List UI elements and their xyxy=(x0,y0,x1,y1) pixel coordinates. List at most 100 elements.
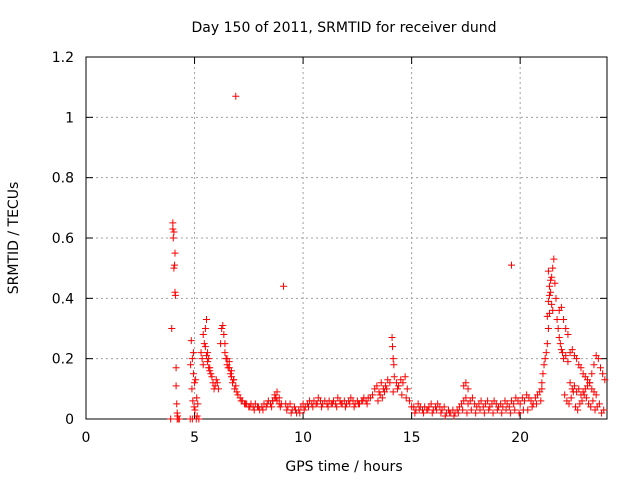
data-point xyxy=(420,409,428,417)
data-point xyxy=(441,412,449,420)
data-point xyxy=(208,373,216,381)
data-point xyxy=(516,400,524,408)
data-point xyxy=(450,412,458,420)
data-point xyxy=(560,315,568,323)
data-point xyxy=(548,300,556,308)
x-tick-label: 5 xyxy=(190,430,199,446)
data-point xyxy=(562,352,570,360)
data-point xyxy=(205,364,213,372)
data-point xyxy=(467,406,475,414)
data-point xyxy=(532,400,540,408)
data-point xyxy=(484,397,492,405)
data-point xyxy=(386,379,394,387)
x-tick-labels: 0 5 10 15 20 xyxy=(82,430,530,446)
data-point xyxy=(188,415,196,423)
data-point xyxy=(538,379,546,387)
data-point xyxy=(565,400,573,408)
data-point xyxy=(401,373,409,381)
data-point xyxy=(378,394,386,402)
data-point xyxy=(446,409,454,417)
data-point xyxy=(276,403,284,411)
data-point xyxy=(541,355,549,363)
data-point xyxy=(587,403,595,411)
data-point xyxy=(190,403,198,411)
data-point xyxy=(555,334,563,342)
data-point xyxy=(227,367,235,375)
data-point xyxy=(463,409,471,417)
data-point xyxy=(556,340,564,348)
data-point xyxy=(213,379,221,387)
data-point xyxy=(389,355,397,363)
data-point xyxy=(188,355,196,363)
data-point xyxy=(507,261,515,269)
data-point xyxy=(363,400,371,408)
data-point xyxy=(399,379,407,387)
data-point xyxy=(193,412,201,420)
data-point xyxy=(189,349,197,357)
data-point xyxy=(564,358,572,366)
data-point xyxy=(578,397,586,405)
data-point xyxy=(287,409,295,417)
data-point xyxy=(489,409,497,417)
data-point xyxy=(564,331,572,339)
data-point xyxy=(545,291,553,299)
data-point xyxy=(433,406,441,414)
y-tick-labels: 0 0.2 0.4 0.6 0.8 1 1.2 xyxy=(52,50,74,428)
data-point xyxy=(549,264,557,272)
data-point xyxy=(594,355,602,363)
x-tick-label: 15 xyxy=(403,430,421,446)
data-point xyxy=(200,340,208,348)
data-point xyxy=(201,343,209,351)
data-point xyxy=(197,349,205,357)
data-point xyxy=(538,385,546,393)
y-tick-label: 0.6 xyxy=(52,231,74,247)
data-point xyxy=(550,255,558,263)
data-point xyxy=(354,400,362,408)
data-point xyxy=(480,409,488,417)
data-point xyxy=(291,406,299,414)
data-point xyxy=(592,391,600,399)
data-point xyxy=(242,400,250,408)
data-point xyxy=(170,264,178,272)
data-point xyxy=(394,385,402,393)
data-point xyxy=(390,373,398,381)
data-point xyxy=(543,312,551,320)
data-point xyxy=(570,382,578,390)
data-point xyxy=(566,379,574,387)
data-point xyxy=(233,388,241,396)
data-point xyxy=(187,337,195,345)
data-point xyxy=(464,385,472,393)
data-point xyxy=(582,394,590,402)
data-point xyxy=(544,297,552,305)
data-point xyxy=(510,400,518,408)
data-point xyxy=(377,379,385,387)
data-point xyxy=(601,376,609,384)
data-point xyxy=(382,382,390,390)
data-point xyxy=(573,355,581,363)
data-point xyxy=(250,406,258,414)
data-point xyxy=(567,394,575,402)
data-point xyxy=(188,385,196,393)
data-point xyxy=(596,364,604,372)
data-point xyxy=(259,406,267,414)
data-point xyxy=(369,391,377,399)
data-point xyxy=(169,225,177,233)
data-point xyxy=(589,397,597,405)
data-point xyxy=(411,409,419,417)
data-point xyxy=(172,364,180,372)
data-point xyxy=(199,331,207,339)
data-point xyxy=(226,370,234,378)
data-point xyxy=(524,406,532,414)
data-point xyxy=(204,358,212,366)
data-point xyxy=(296,409,304,417)
data-point xyxy=(202,315,210,323)
data-point xyxy=(191,406,199,414)
data-point xyxy=(539,370,547,378)
data-point xyxy=(172,382,180,390)
data-point xyxy=(328,400,336,408)
data-point xyxy=(333,403,341,411)
data-point xyxy=(390,361,398,369)
data-point xyxy=(574,406,582,414)
data-point xyxy=(427,400,435,408)
